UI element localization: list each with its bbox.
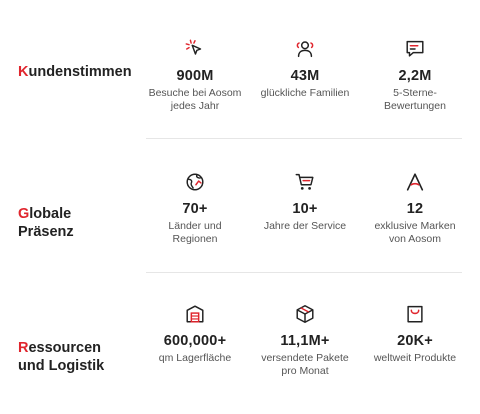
stat-brands: 12 exklusive Marken von Aosom <box>360 171 470 246</box>
stat-countries: 70+ Länder und Regionen <box>140 171 250 246</box>
stat-description: 5-Sterne- Bewertungen <box>384 87 446 112</box>
stat-warehouse: 600,000+ qm Lagerfläche <box>140 303 250 365</box>
stat-value: 2,2M <box>398 68 432 84</box>
stat-description: exklusive Marken von Aosom <box>374 220 456 245</box>
brand-a-icon <box>406 173 424 191</box>
stat-products: 20K+ weltweit Produkte <box>360 303 470 365</box>
stat-value: 43M <box>290 68 320 84</box>
package-box-icon <box>296 305 314 323</box>
stat-value: 11,1M+ <box>280 333 330 349</box>
title-rest: essourcen und Logistik <box>18 340 105 374</box>
stat-value: 20K+ <box>397 333 433 349</box>
stat-value: 12 <box>406 201 424 217</box>
stat-description: versendete Pakete pro Monat <box>261 352 349 377</box>
stat-description: Besuche bei Aosom jedes Jahr <box>148 87 242 112</box>
warehouse-icon <box>186 305 204 323</box>
stat-years: 10+ Jahre der Service <box>250 171 360 233</box>
stat-visits: 900M Besuche bei Aosom jedes Jahr <box>140 38 250 113</box>
stat-value: 900M <box>176 68 214 84</box>
section-title: Kundenstimmen <box>18 63 132 81</box>
title-rest: lobale Präsenz <box>18 206 74 240</box>
stat-description: qm Lagerfläche <box>158 352 232 364</box>
stat-families: 43M glückliche Familien <box>250 38 360 100</box>
stat-description: weltweit Produkte <box>373 352 457 364</box>
stat-reviews: 2,2M 5-Sterne- Bewertungen <box>360 38 470 113</box>
review-chat-icon <box>406 40 424 57</box>
stat-packages: 11,1M+ versendete Pakete pro Monat <box>250 303 360 378</box>
shopping-bag-icon <box>407 305 423 323</box>
divider <box>146 138 462 139</box>
section-title: Ressourcen und Logistik <box>18 321 104 375</box>
stat-value: 10+ <box>292 201 318 217</box>
users-icon <box>296 41 314 58</box>
stat-value: 600,000+ <box>163 333 227 349</box>
title-initial: R <box>18 340 29 356</box>
section-title: Globale Präsenz <box>18 187 74 241</box>
stat-description: Jahre der Service <box>263 220 347 232</box>
divider <box>146 272 462 273</box>
cursor-click-icon <box>185 39 202 55</box>
stat-value: 70+ <box>182 201 208 217</box>
globe-icon <box>186 173 204 191</box>
stat-description: Länder und Regionen <box>168 220 222 245</box>
title-initial: G <box>18 206 30 222</box>
shopping-cart-icon <box>295 173 314 190</box>
title-initial: K <box>18 64 29 80</box>
stat-description: glückliche Familien <box>260 87 350 99</box>
title-rest: undenstimmen <box>28 64 132 80</box>
